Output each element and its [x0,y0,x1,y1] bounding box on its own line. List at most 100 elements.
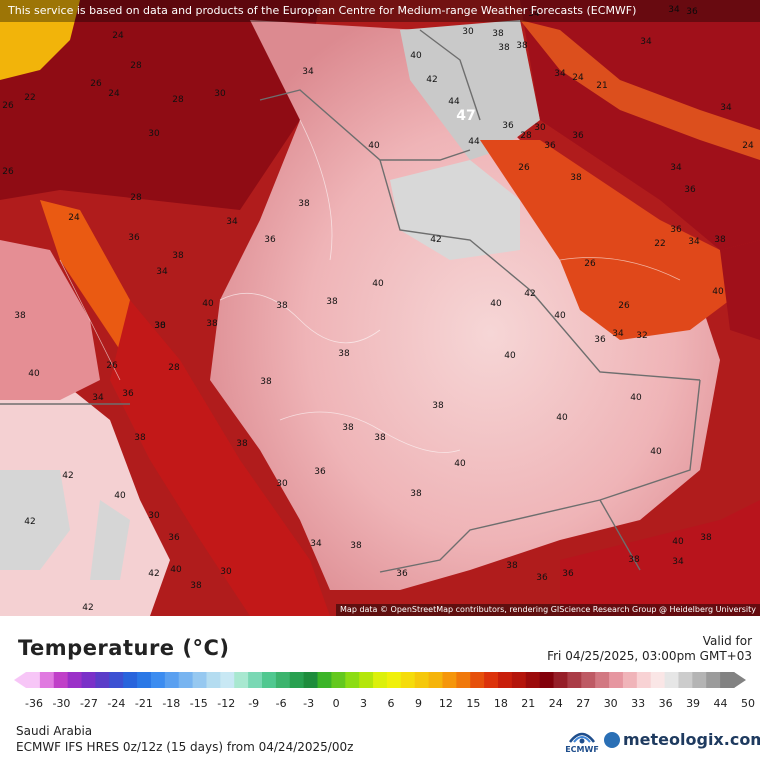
temperature-value-label: 42 [24,517,35,527]
temperature-value-label: 36 [686,7,698,17]
colorbar-swatch [525,672,541,688]
temperature-value-label: 30 [276,479,288,489]
weather-map[interactable]: 24 28 24 26 28 30 34 22 26 26 30 28 24 34 36 36 38 34 38 38… [0,0,760,616]
country-borders [0,29,701,573]
temperature-value-label: 36 [670,225,682,235]
temperature-value-label: 34 [156,267,168,277]
temperature-value-label: 21 [596,81,607,91]
temperature-value-label: 36 [594,335,606,345]
ethiopia-highland [0,470,70,570]
map-title: Temperature (°C) [18,636,230,660]
colorbar-swatch [137,672,152,688]
colorbar-swatch [220,672,235,688]
ecmwf-emblem-icon [569,732,595,744]
temperature-value-label: 22 [654,239,665,249]
temperature-value-label: 36 [168,533,180,543]
temperature-value-label: 40 [114,491,126,501]
temperature-value-label: 36 [264,235,276,245]
temperature-value-label: 34 [670,163,682,173]
colorbar-swatch [567,672,582,688]
temperature-value-label: 34 [688,237,700,247]
colorbar-swatch [609,672,624,688]
isotherm-contours [59,119,681,453]
temperature-value-label: 40 [410,51,422,61]
temperature-value-label: 38 [342,423,354,433]
temperature-value-label: 38 [628,555,640,565]
colorbar-tick-label: 27 [576,697,590,710]
colorbar-tick-label: -6 [276,697,287,710]
temperature-value-label: 26 [584,259,596,269]
temperature-value-label: 38 [260,377,272,387]
map-attribution[interactable]: Map data © OpenStreetMap contributors, r… [336,604,760,616]
temperature-value-label: 38 [298,199,310,209]
colorbar-swatch [275,672,291,688]
temperature-value-label: 28 [168,363,180,373]
colorbar-swatch [331,672,346,688]
colorbar-swatch [498,672,513,688]
colorbar-swatch [206,672,221,688]
colorbar-swatch [373,672,388,688]
red-sea-south [110,300,330,616]
temperature-value-label: 34 [310,539,322,549]
temperature-value-label: 36 [544,141,556,151]
temperature-value-label: 38 [498,43,510,53]
meteologix-brand-text: meteologix.com [623,730,760,749]
temperature-value-label: 40 [490,299,502,309]
temperature-value-label: 38 [506,561,518,571]
colorbar-swatch [428,672,443,688]
temperature-value-label: 26 [618,301,630,311]
temperature-value-label: 40 [372,279,384,289]
temperature-value-label: 38 [172,251,184,261]
colorbar-tick-label: 3 [360,697,367,710]
temperature-value-label: 42 [82,603,93,613]
arabian-peninsula [210,20,720,590]
colorbar-tick-label: -12 [217,697,235,710]
colorbar-swatch [692,672,707,688]
temperature-value-label: 30 [462,27,474,37]
colorbar-swatch [442,672,457,688]
temperature-value-label: 38 [134,433,146,443]
temperature-value-label: 38 [410,489,422,499]
temperature-value-label: 40 [170,565,182,575]
colorbar-tick-label: -36 [25,697,43,710]
temperature-value-label: 38 [154,321,166,331]
temperature-value-label: 40 [650,447,662,457]
levant-hot-region [0,0,320,210]
colorbar-max-arrow [734,672,746,688]
temperature-value-label: 36 [128,233,140,243]
colorbar-tick-label: -30 [52,697,70,710]
colorbar-tick-label: 33 [631,697,645,710]
colorbar-tick-label: 6 [388,697,395,710]
temperature-value-label: 40 [672,537,684,547]
colorbar-ticks: -36 -30 -27 -24 -21 -18 -15 -12 -9 -6 -3 0 3 6 9 12 15 18… [25,697,755,710]
colorbar-tick-label: -18 [162,697,180,710]
temperature-value-label: 26 [106,361,118,371]
colorbar-swatch [678,672,693,688]
temperature-value-label: 38 [350,541,362,551]
temperature-value-label: 34 [302,67,314,77]
colorbar-swatch [595,672,610,688]
temperature-value-label: 42 [426,75,437,85]
colorbar-tick-label: -24 [107,697,125,710]
colorbar-tick-label: -3 [303,697,314,710]
temperature-value-label: 30 [148,129,160,139]
valid-for-label: Valid for [702,634,752,648]
temperature-value-label: 28 [520,131,532,141]
colorbar-tick-label: 12 [439,697,453,710]
ecmwf-logo[interactable]: ECMWF [562,724,602,756]
eritrea-region [90,500,130,580]
colorbar-tick-label: 0 [333,697,340,710]
legend-panel: Temperature (°C) Valid for Fri 04/25/202… [0,616,760,760]
temperature-value-label: 40 [630,393,642,403]
meteologix-logo[interactable]: meteologix.com [604,730,760,749]
temperature-value-label: 42 [430,235,441,245]
temperature-value-label: 34 [554,69,566,79]
colorbar-swatch [456,672,471,688]
colorbar-swatch [164,672,180,688]
colorbar-swatch [303,672,319,688]
colorbar-tick-label: -9 [248,697,259,710]
temperature-value-label: 42 [524,289,535,299]
colorbar-swatch [581,672,596,688]
colorbar-swatch [345,672,360,688]
temperature-value-label: 24 [572,73,584,83]
